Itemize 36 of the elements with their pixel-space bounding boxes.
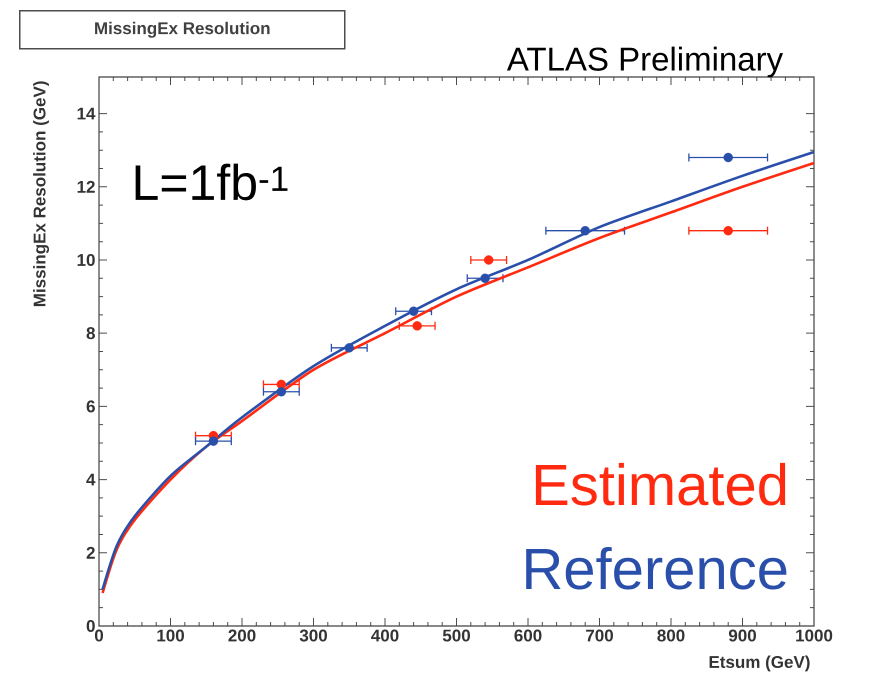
y-tick-label: 12 (78, 180, 95, 193)
point (412, 321, 422, 331)
point (724, 226, 733, 236)
x-tick-label: 100 (157, 630, 184, 642)
x-tick-label: 700 (586, 630, 613, 642)
y-tick-label: 2 (86, 546, 95, 559)
x-tick-label: 0 (94, 630, 104, 642)
point (276, 387, 286, 396)
x-tick-label: 900 (728, 630, 756, 642)
y-tick-label: 4 (86, 474, 96, 486)
x-tick-label: 500 (442, 630, 470, 642)
point (208, 436, 218, 446)
y-tick-label: 8 (86, 327, 95, 340)
x-tick-label: 400 (371, 630, 398, 642)
annotation: ATLAS Preliminary (506, 46, 784, 78)
x-tick-label: 300 (300, 630, 327, 642)
text: Estimated (536, 462, 786, 506)
point (484, 255, 494, 265)
x-tick-label: 600 (514, 630, 542, 642)
point (408, 306, 418, 316)
y-tick-label: 0 (86, 620, 95, 632)
text: Reference (526, 546, 786, 590)
point (344, 343, 354, 353)
point (480, 274, 490, 283)
y-axis-title: MissingEx Resolution (GeV) (33, 81, 50, 306)
y-tick-label: 14 (78, 108, 96, 120)
point (580, 226, 590, 236)
x-axis-title: Etsum (GeV) (710, 656, 810, 672)
chart-title: MissingEx Resolution (95, 22, 270, 38)
y-tick-label: 6 (86, 400, 95, 412)
x-tick-label: 800 (657, 630, 684, 642)
x-tick-label: 1000 (796, 630, 832, 642)
x-tick-label: 200 (228, 630, 256, 642)
annotation: L=1fb$^{-1}$ (136, 164, 288, 200)
y-tick-label: 10 (78, 254, 95, 266)
point (724, 152, 733, 162)
